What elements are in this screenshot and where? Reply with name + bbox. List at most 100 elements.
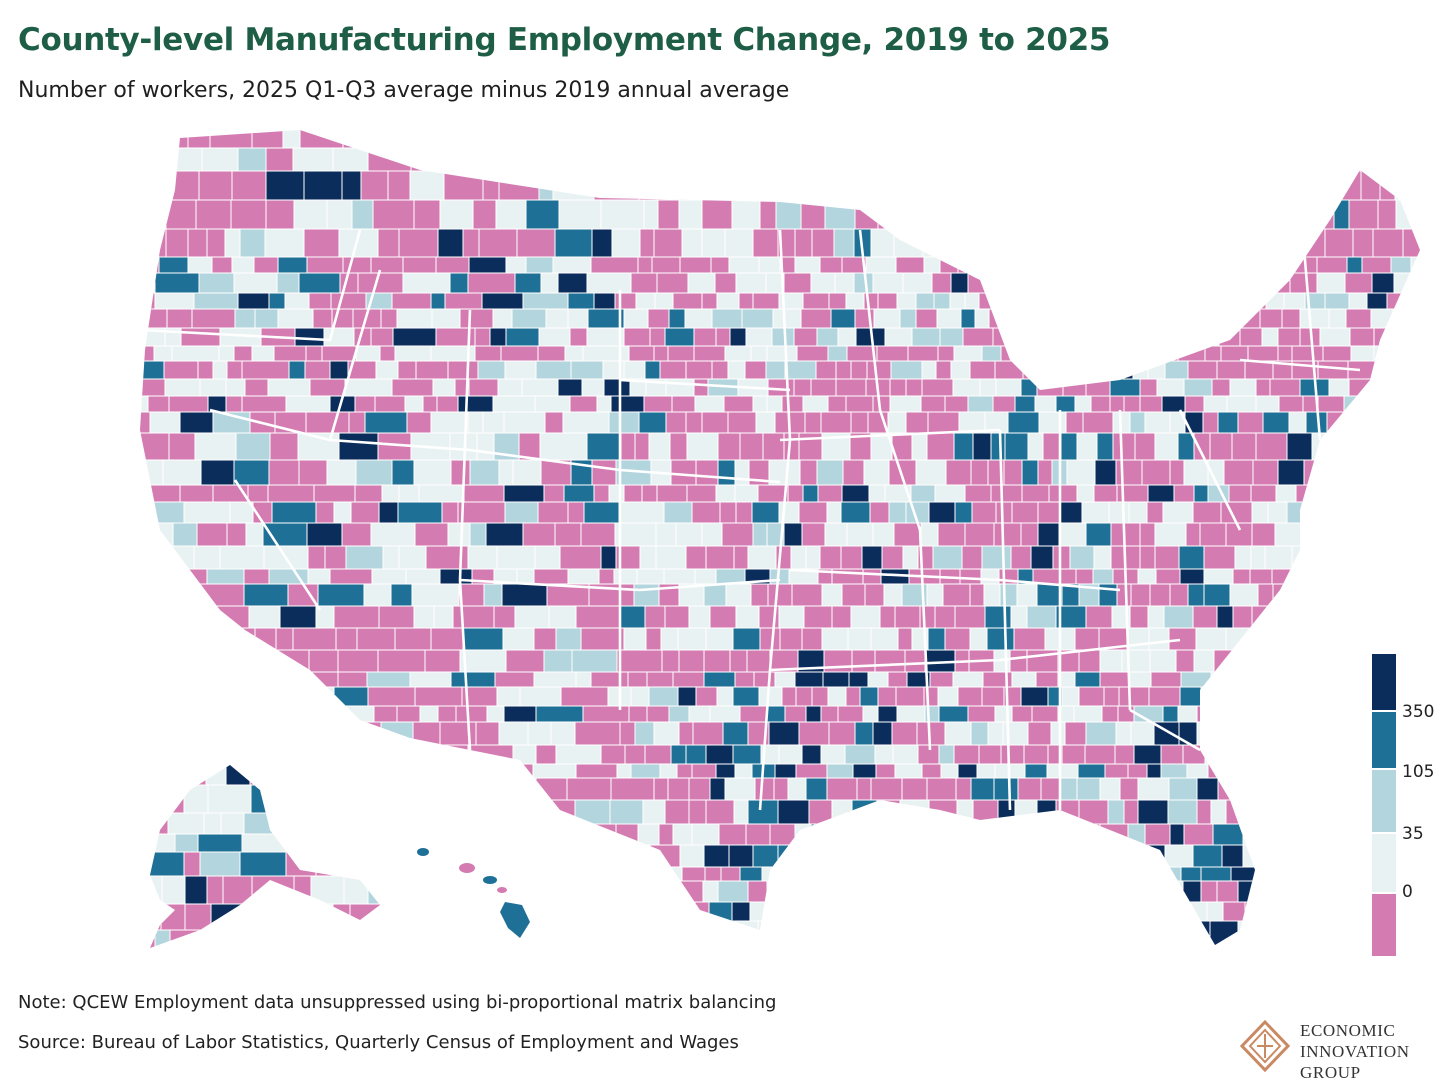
county-cell (447, 360, 479, 380)
county-cell (563, 484, 595, 503)
county-cell (206, 228, 226, 258)
county-cell (431, 308, 461, 329)
county-cell (604, 147, 622, 172)
county-cell (1057, 147, 1089, 172)
county-cell (1375, 360, 1396, 380)
county-cell (974, 308, 990, 329)
county-cell (875, 763, 896, 779)
county-cell (670, 459, 697, 486)
county-cell (146, 545, 174, 570)
county-cell (233, 272, 278, 294)
county-cell (1314, 947, 1344, 967)
county-cell (1117, 705, 1135, 723)
county-cell (553, 947, 594, 967)
county-cell (786, 947, 813, 967)
county-cell (863, 130, 890, 149)
county-cell (559, 545, 602, 570)
county-cell (910, 947, 928, 967)
county-cell (321, 345, 357, 362)
county-cell (664, 799, 690, 825)
county-cell (140, 170, 164, 201)
county-cell (308, 947, 337, 967)
county-cell (775, 147, 796, 172)
county-cell (1277, 327, 1301, 347)
county-cell (264, 228, 305, 258)
county-cell (349, 744, 398, 765)
county-cell (284, 292, 310, 310)
county-cell (1395, 199, 1413, 230)
county-cell (1334, 545, 1363, 570)
county-cell (894, 763, 923, 779)
county-cell (218, 345, 235, 362)
county-cell (418, 947, 443, 967)
county-cell (791, 583, 823, 607)
county-cell (781, 395, 804, 413)
county-cell (793, 327, 818, 347)
county-cell (1118, 686, 1150, 707)
county-cell (728, 256, 760, 274)
county-cell (1320, 522, 1346, 547)
county-cell (166, 721, 214, 746)
county-cell (1400, 522, 1420, 547)
legend-label-350: 350 (1402, 702, 1435, 722)
county-cell (354, 484, 383, 503)
county-cell (514, 272, 542, 294)
county-cell (932, 545, 963, 570)
county-cell (810, 378, 837, 397)
county-cell (271, 784, 317, 814)
county-cell (153, 345, 173, 362)
county-cell (722, 170, 751, 201)
county-cell (140, 501, 141, 524)
county-cell (648, 686, 679, 707)
county-choropleth-map (139, 130, 1445, 967)
county-cell (923, 256, 941, 274)
county-cell (646, 705, 670, 723)
county-cell (775, 199, 802, 230)
county-cell (254, 627, 277, 651)
county-cell (896, 705, 926, 723)
county-cell (1277, 459, 1305, 486)
county-cell (1148, 920, 1168, 945)
county-cell (630, 763, 661, 779)
county-cell (1051, 292, 1076, 310)
county-cell (341, 170, 362, 201)
county-cell (315, 812, 342, 835)
county-cell (372, 784, 380, 814)
county-cell (1057, 880, 1081, 903)
county-cell (940, 763, 959, 779)
county-cell (964, 484, 992, 503)
county-cell (854, 199, 879, 230)
county-cell (1210, 671, 1228, 688)
county-cell (996, 292, 1012, 310)
county-cell (294, 327, 325, 347)
county-cell (1271, 568, 1295, 585)
county-cell (140, 130, 164, 149)
county-cell (415, 360, 449, 380)
county-cell (744, 360, 767, 380)
county-cell (140, 901, 141, 922)
county-cell (388, 930, 430, 957)
county-cell (329, 763, 355, 779)
county-cell (203, 812, 222, 835)
county-cell (1429, 257, 1445, 273)
county-cell (1417, 327, 1420, 347)
county-cell (877, 292, 898, 310)
county-cell (1007, 411, 1040, 434)
county-cell (1161, 395, 1186, 413)
county-cell (1075, 568, 1094, 585)
county-cell (1336, 823, 1366, 846)
county-cell (1255, 378, 1271, 397)
county-cell (370, 256, 404, 274)
county-cell (1037, 501, 1061, 524)
county-cell (378, 880, 416, 903)
county-cell (293, 686, 335, 707)
county-cell (1208, 947, 1226, 967)
county-cell (1417, 345, 1420, 362)
county-cell (1116, 583, 1132, 607)
county-cell (140, 671, 160, 688)
county-cell (623, 308, 649, 329)
county-cell (1112, 432, 1136, 461)
county-cell (1033, 308, 1052, 329)
county-cell (1337, 705, 1362, 723)
county-cell (762, 432, 785, 461)
